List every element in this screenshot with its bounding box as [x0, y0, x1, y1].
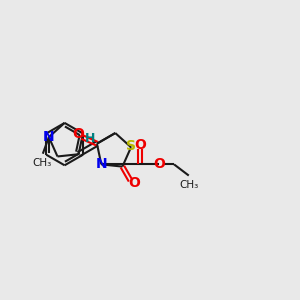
Text: N: N — [96, 158, 108, 171]
Text: O: O — [72, 127, 84, 141]
Text: O: O — [153, 157, 165, 171]
Text: CH₃: CH₃ — [33, 158, 52, 168]
Text: S: S — [126, 139, 136, 153]
Text: O: O — [129, 176, 141, 190]
Text: N: N — [43, 130, 55, 143]
Text: H: H — [85, 132, 95, 145]
Text: O: O — [134, 138, 146, 152]
Text: CH₃: CH₃ — [180, 180, 199, 190]
